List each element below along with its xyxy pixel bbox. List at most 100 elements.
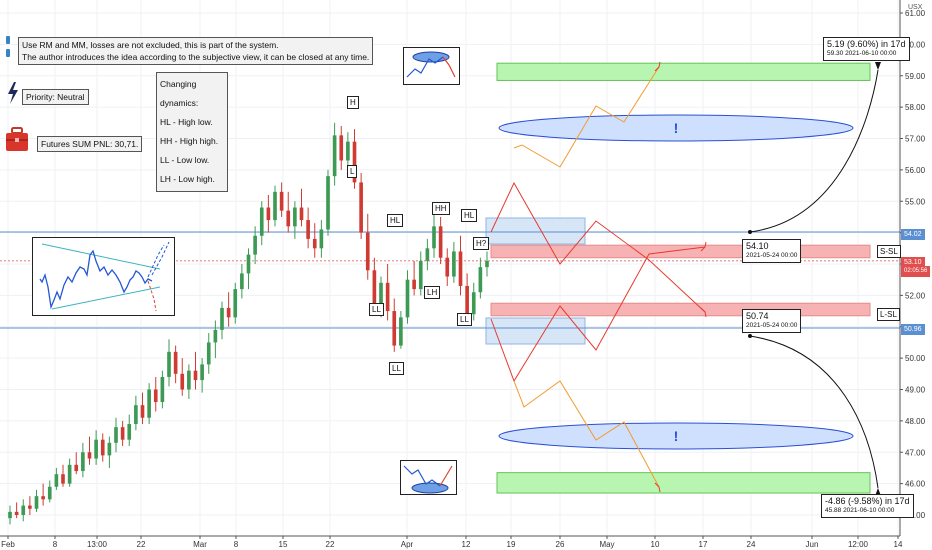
candle-body (240, 273, 244, 290)
y-tick-label: 55.00 (905, 197, 926, 206)
ellipse-mark: ! (674, 428, 679, 444)
candle-body (359, 182, 363, 233)
measure-up-callout: 5.19 (9.60%) in 17d 59.30 2021-06-10 00:… (823, 37, 910, 61)
measure-down-line2: 45.88 2021-06-10 00:00 (825, 507, 895, 514)
chart-zones: !! (485, 62, 871, 494)
dynamics-item: HH - High high. (160, 136, 219, 146)
candle-body (94, 439, 98, 459)
candle-body (286, 210, 291, 227)
zone-target-down (496, 472, 871, 494)
candle-body (273, 191, 277, 221)
candle-body (167, 351, 171, 377)
candle-body (160, 376, 165, 403)
x-tick-label: 15 (279, 540, 288, 549)
y-tick-label: 49.00 (905, 386, 926, 395)
candle-body (100, 439, 105, 456)
y-tick-label: 58.00 (905, 103, 926, 112)
measure-arc-up (749, 69, 879, 233)
pattern-label: LL (369, 303, 384, 316)
candle-body (418, 260, 423, 290)
y-tick-label: 61.00 (905, 9, 926, 18)
pattern-label: L (347, 165, 358, 178)
pattern-label: H? (473, 237, 490, 250)
y-tick-label: 45.00 (905, 511, 926, 520)
candle-body (233, 289, 238, 318)
y-tick-label: 57.00 (905, 135, 926, 144)
x-tick-label: 22 (326, 540, 335, 549)
candle-body (485, 260, 489, 268)
candle-body (8, 511, 12, 519)
ellipse-mark: ! (674, 120, 679, 136)
y-tick-label: 52.00 (905, 291, 926, 300)
projection-red-up (490, 246, 706, 383)
disclaimer-line-2: The author introduces the idea according… (22, 52, 370, 62)
candle-body (120, 427, 125, 440)
info-marker-icon (6, 49, 10, 57)
target-ellipse (498, 422, 854, 450)
candle-body (246, 254, 251, 274)
info-marker-icon (6, 36, 10, 44)
candle-body (114, 427, 118, 443)
candle-body (107, 442, 112, 456)
candle-body (134, 405, 138, 425)
projection-red-down (490, 181, 706, 313)
projection-arrowhead (654, 61, 661, 72)
zone-l-sl (490, 302, 871, 317)
x-tick-label: 17 (699, 540, 708, 549)
x-tick-label: Mar (193, 540, 207, 549)
price-badge-upper: 54.02 (901, 229, 925, 240)
candle-body (438, 226, 443, 258)
candle-body (319, 229, 324, 249)
y-tick-label: 50.00 (905, 354, 926, 363)
priority-note: Priority: Neutral (22, 89, 89, 105)
currency-label: USX (908, 4, 923, 11)
candle-body (385, 282, 390, 312)
y-tick-label: 46.00 (905, 480, 926, 489)
point-up-date: 2021-05-24 00:00 (746, 252, 798, 259)
measure-down-line1: -4.86 (-9.58%) in 17d (825, 496, 910, 506)
candle-body (87, 452, 92, 459)
candle-body (339, 135, 344, 161)
x-tick-label: 13:00 (87, 540, 108, 549)
candle-body (173, 351, 178, 374)
entry-box-upper (485, 217, 586, 245)
candle-body (445, 257, 450, 277)
candle-body (458, 251, 463, 286)
entry-box-lower (485, 317, 586, 345)
projection-orange-down (513, 380, 660, 488)
candle-body (312, 238, 317, 249)
candle-body (61, 474, 65, 484)
pattern-label: HH (432, 202, 450, 215)
disclaimer-note: Use RM and MM, losses are not excluded, … (18, 37, 374, 65)
pattern-label: LL (389, 362, 404, 375)
y-tick-label: 47.00 (905, 448, 926, 457)
candle-body (399, 317, 403, 346)
candle-body (213, 329, 218, 343)
candle-body (200, 364, 204, 381)
x-tick-label: 8 (53, 540, 58, 549)
candle-body (392, 311, 397, 346)
candlestick-series (8, 122, 489, 525)
candle-body (432, 226, 436, 249)
candle-body (187, 370, 191, 390)
candle-body (127, 424, 132, 440)
price-badge-lower: 50.96 (901, 324, 925, 335)
pattern-label: HL (387, 214, 404, 227)
candle-body (54, 474, 59, 487)
candle-body (34, 496, 39, 509)
x-tick-label: 19 (507, 540, 516, 549)
projection-paths (490, 61, 881, 496)
candle-body (266, 207, 271, 221)
candle-body (379, 282, 383, 305)
point-down-price: 50.74 (746, 311, 769, 321)
candle-body (206, 342, 211, 365)
projection-arrowhead (700, 307, 707, 318)
candle-body (74, 464, 79, 472)
pattern-thumb-down (400, 460, 457, 495)
zone-target-up (496, 62, 871, 81)
dynamics-title: Changing dynamics: (160, 79, 199, 108)
candle-body (193, 370, 198, 381)
candle-body (293, 207, 297, 227)
